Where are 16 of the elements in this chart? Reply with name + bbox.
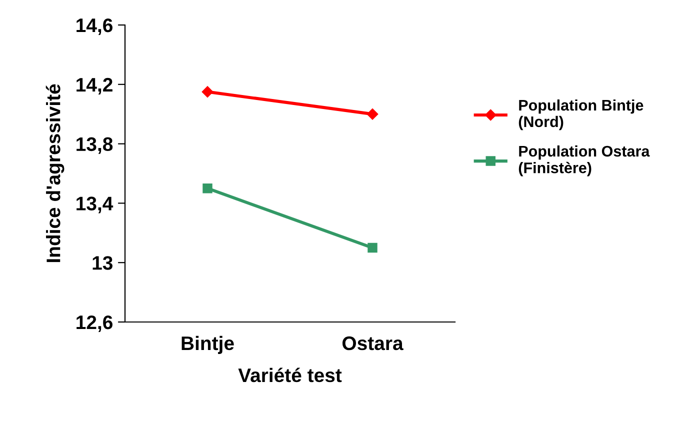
- point: [202, 86, 214, 98]
- x-tick-label: Ostara: [342, 336, 404, 350]
- y-tick-label: 12,6: [76, 315, 112, 332]
- y-tick-label: 14,6: [76, 18, 112, 36]
- y-axis-title: Indice d'agressivité: [46, 84, 64, 262]
- y-tick-label: 13: [92, 256, 112, 270]
- y-tick-label: 14,2: [76, 78, 112, 94]
- y-tick-label: 13,8: [76, 137, 113, 154]
- point: [368, 242, 378, 253]
- legend-label: Population Bintje (Nord): [518, 99, 644, 130]
- y-tick-label: 13,4: [76, 196, 114, 214]
- point: [366, 108, 378, 120]
- legend-label: Population Ostara (Finistère): [518, 145, 650, 176]
- point: [202, 183, 212, 194]
- x-axis-title: Variété test: [238, 368, 342, 382]
- x-tick-label: Bintje: [182, 336, 234, 354]
